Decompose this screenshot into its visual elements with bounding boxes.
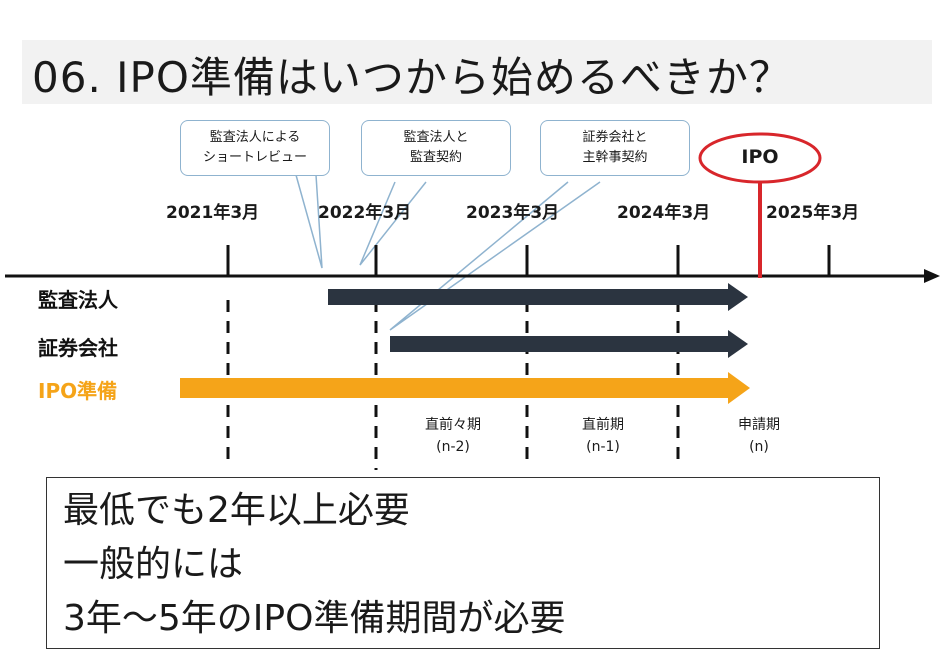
- period-n1-name: 直前期: [582, 417, 624, 433]
- callout-short-review-line1: 監査法人による: [209, 130, 301, 145]
- period-n2: 直前々期 (n-2): [398, 414, 508, 458]
- year-ticks: [226, 245, 831, 276]
- callout-audit-contract: 監査法人と 監査契約: [361, 120, 511, 176]
- title-band: [22, 40, 932, 104]
- callout-lead-underwriter-line2: 主幹事契約: [582, 150, 648, 165]
- callout-lead-underwriter-line1: 証券会社と: [582, 130, 648, 145]
- bar-securities: [390, 330, 748, 358]
- ipo-label: IPO: [741, 146, 779, 168]
- callout-short-review: 監査法人による ショートレビュー: [180, 120, 330, 176]
- period-n-code: (n): [749, 439, 769, 455]
- year-label-2021: 2021年3月: [166, 203, 260, 223]
- row-label-ipo-prep: IPO準備: [38, 379, 118, 403]
- note-box: 最低でも2年以上必要 一般的には 3年～5年のIPO準備期間が必要: [46, 477, 880, 649]
- row-label-audit: 監査法人: [38, 288, 118, 312]
- bar-ipo-prep-body: [180, 378, 730, 398]
- period-n2-name: 直前々期: [425, 417, 481, 433]
- callout-short-review-line2: ショートレビュー: [202, 150, 307, 165]
- callout-tail-2: [359, 181, 427, 266]
- page-title: 06. IPO準備はいつから始めるべきか？: [32, 53, 792, 102]
- note-line-1: 最低でも2年以上必要: [63, 490, 410, 531]
- bar-audit-body: [328, 289, 730, 305]
- year-label-2022: 2022年3月: [318, 203, 412, 223]
- bar-audit-head: [728, 283, 748, 311]
- year-label-2024: 2024年3月: [617, 203, 711, 223]
- note-line-3: 3年～5年のIPO準備期間が必要: [63, 598, 566, 639]
- period-n: 申請期 (n): [704, 414, 814, 458]
- year-label-2025: 2025年3月: [766, 203, 860, 223]
- bar-securities-head: [728, 330, 748, 358]
- bar-audit: [328, 283, 748, 311]
- bar-securities-body: [390, 336, 730, 352]
- period-n-name: 申請期: [738, 417, 780, 433]
- callout-audit-contract-line1: 監査法人と: [403, 130, 469, 145]
- period-n1: 直前期 (n-1): [548, 414, 658, 458]
- callout-lead-underwriter: 証券会社と 主幹事契約: [540, 120, 690, 176]
- year-label-2023: 2023年3月: [466, 203, 560, 223]
- period-n2-code: (n-2): [436, 439, 470, 455]
- callout-audit-contract-line2: 監査契約: [409, 150, 462, 165]
- row-label-securities: 証券会社: [38, 336, 118, 360]
- timeline-arrowhead: [924, 269, 940, 283]
- bar-ipo-prep: [180, 372, 750, 404]
- note-line-2: 一般的には: [63, 544, 244, 585]
- bar-ipo-prep-head: [728, 372, 750, 404]
- period-n1-code: (n-1): [586, 439, 620, 455]
- callout-tail-1: [295, 174, 323, 269]
